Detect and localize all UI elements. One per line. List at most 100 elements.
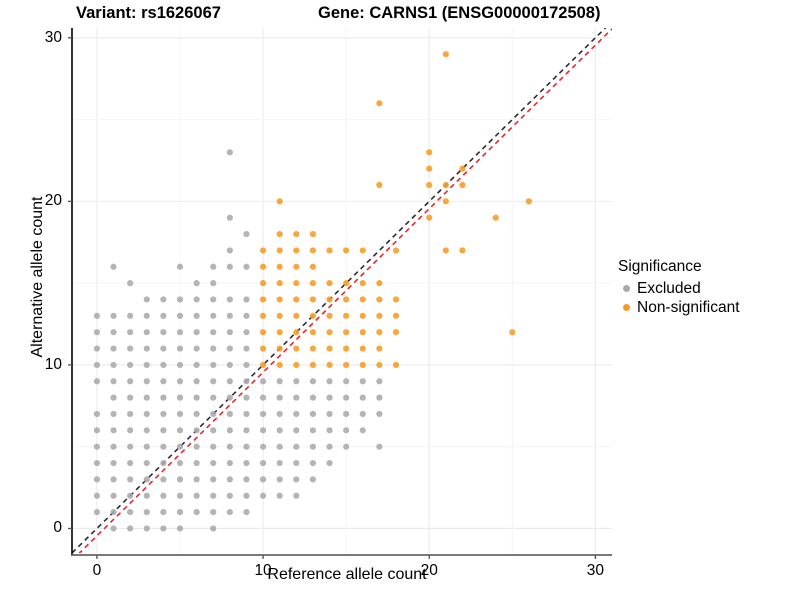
data-point: [110, 394, 117, 401]
data-point: [243, 443, 250, 450]
data-point: [293, 443, 300, 450]
data-point: [376, 181, 383, 189]
data-point: [343, 296, 350, 303]
data-point: [193, 427, 200, 434]
data-point: [210, 459, 217, 467]
chart-titles: Variant: rs1626067 Gene: CARNS1 (ENSG000…: [0, 0, 800, 28]
data-point: [359, 427, 366, 434]
data-point: [193, 394, 200, 401]
data-point: [110, 263, 117, 270]
data-point: [376, 280, 383, 287]
data-point: [392, 329, 400, 336]
data-point: [326, 247, 333, 254]
data-point: [193, 492, 200, 499]
axis-lines: [68, 28, 612, 559]
data-point: [210, 394, 217, 401]
data-point: [343, 312, 350, 319]
data-point: [176, 492, 184, 499]
data-point: [276, 378, 283, 385]
data-point: [143, 459, 150, 467]
data-point: [93, 361, 101, 369]
variant-title: Variant: rs1626067: [76, 4, 221, 22]
data-point: [143, 378, 150, 385]
data-point: [226, 361, 233, 369]
data-point: [376, 378, 383, 385]
data-point: [193, 361, 200, 369]
data-point: [243, 476, 250, 483]
data-point: [127, 378, 134, 385]
data-point: [293, 378, 300, 385]
data-point: [343, 443, 350, 450]
data-point: [143, 312, 150, 319]
data-point: [110, 361, 117, 369]
data-point: [193, 280, 200, 287]
data-point: [276, 427, 283, 434]
data-point: [143, 509, 150, 516]
data-point: [160, 459, 167, 467]
x-axis-title: Reference allele count: [267, 566, 427, 583]
data-point: [442, 198, 449, 205]
data-point: [243, 394, 250, 401]
data-point: [226, 214, 233, 221]
data-point: [110, 443, 117, 450]
data-point: [293, 361, 300, 369]
data-point: [243, 296, 250, 303]
series-non-significant: [259, 51, 533, 369]
data-point: [210, 280, 217, 287]
data-point: [293, 230, 300, 238]
data-point: [326, 329, 333, 336]
data-point: [210, 361, 217, 369]
x-tick-label: 0: [92, 562, 102, 579]
data-point: [359, 410, 366, 418]
data-point: [193, 345, 200, 352]
data-point: [243, 509, 250, 516]
data-point: [127, 427, 134, 434]
data-point: [110, 312, 117, 319]
data-point: [259, 492, 267, 499]
data-point: [243, 345, 250, 352]
data-point: [259, 361, 267, 369]
legend-items: Excluded Non-significant: [618, 279, 798, 317]
data-point: [326, 345, 333, 352]
data-point: [127, 361, 134, 369]
data-point: [210, 410, 217, 418]
data-point: [276, 329, 283, 336]
data-point: [176, 378, 184, 385]
data-points: [93, 51, 533, 532]
data-point: [309, 361, 317, 369]
data-point: [143, 476, 150, 483]
data-point: [309, 394, 317, 401]
data-point: [176, 410, 184, 418]
data-point: [160, 378, 167, 385]
data-point: [193, 329, 200, 336]
data-point: [276, 492, 283, 499]
data-point: [276, 198, 283, 205]
legend-item[interactable]: Excluded: [618, 279, 798, 298]
data-point: [276, 230, 283, 238]
data-point: [226, 149, 233, 156]
data-point: [376, 443, 383, 450]
data-point: [376, 361, 383, 369]
data-point: [293, 296, 300, 303]
data-point: [143, 410, 150, 418]
data-point: [176, 443, 184, 450]
data-point: [127, 476, 134, 483]
data-point: [226, 312, 233, 319]
data-point: [309, 312, 317, 319]
data-point: [176, 509, 184, 516]
data-point: [442, 247, 449, 254]
data-point: [276, 410, 283, 418]
data-point: [243, 378, 250, 385]
data-point: [176, 361, 184, 369]
data-point: [176, 459, 184, 467]
data-point: [326, 378, 333, 385]
legend-item[interactable]: Non-significant: [618, 298, 798, 317]
data-point: [426, 214, 433, 221]
data-point: [276, 312, 283, 319]
data-point: [259, 427, 267, 434]
data-point: [359, 361, 366, 369]
data-point: [343, 329, 350, 336]
data-point: [110, 509, 117, 516]
data-point: [343, 280, 350, 287]
